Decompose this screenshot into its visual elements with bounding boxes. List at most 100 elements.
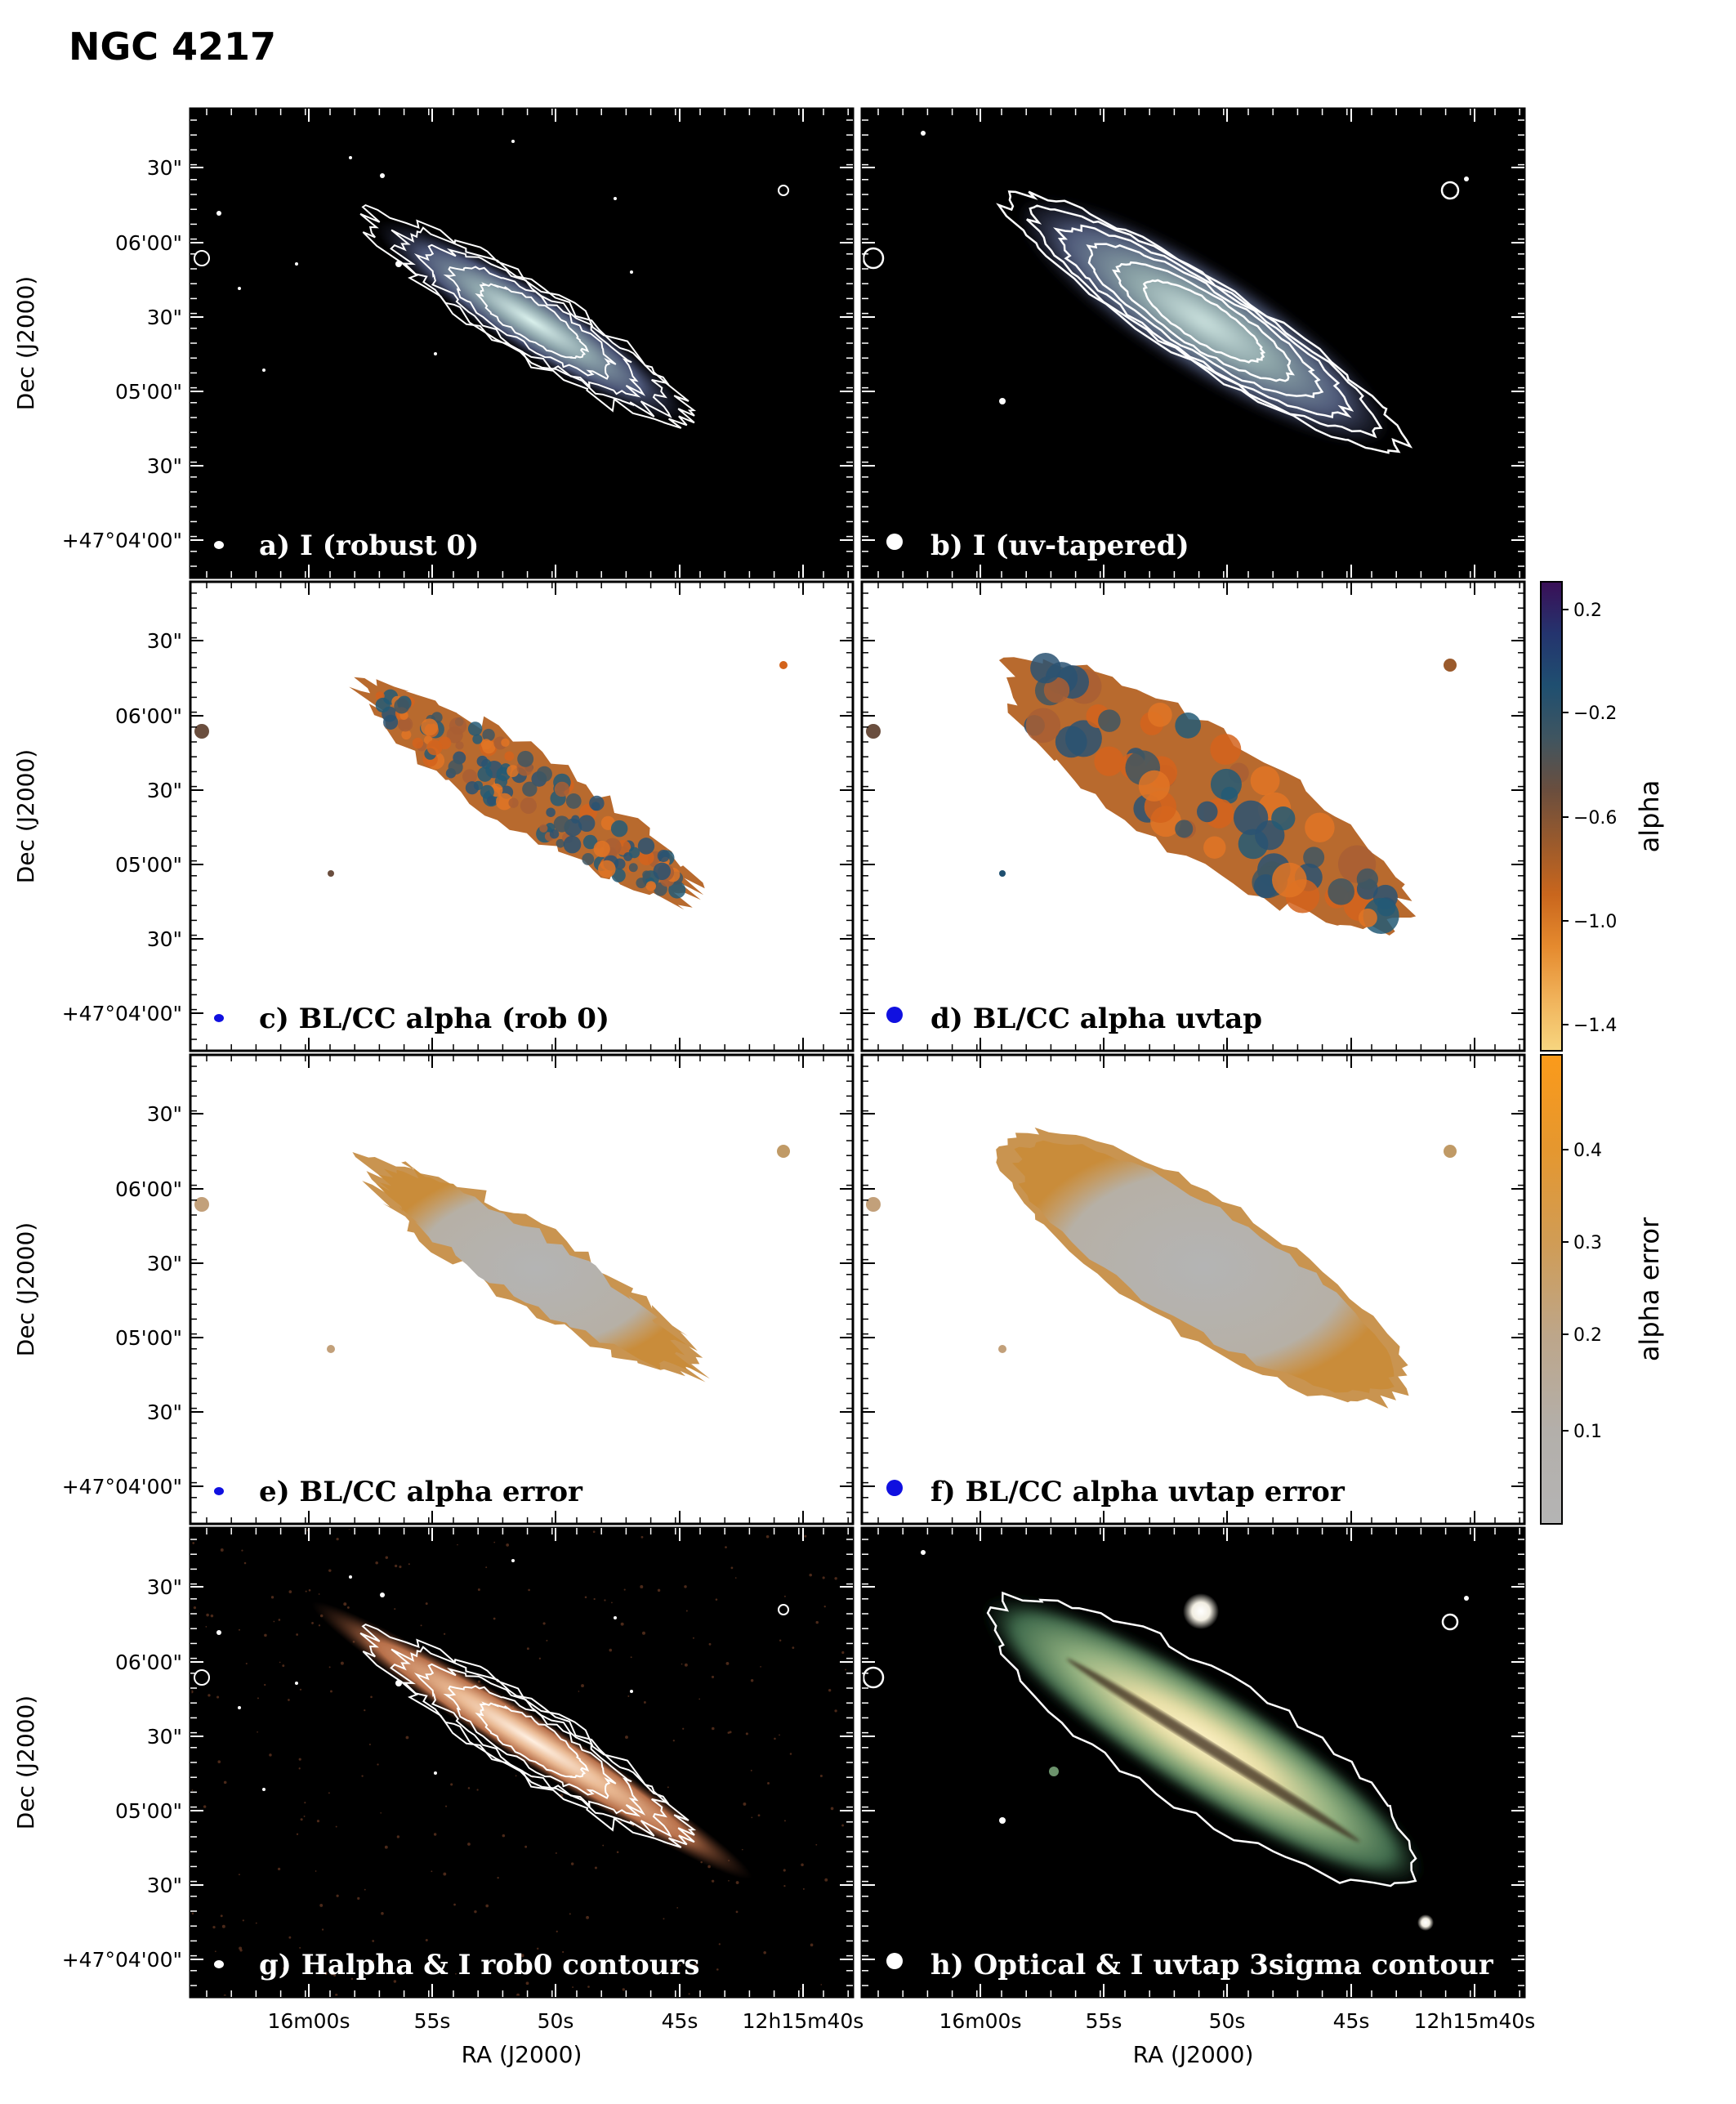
contour-line — [1053, 224, 1354, 418]
ra-tick-label: 12h15m40s — [1414, 2009, 1536, 2033]
noise-dot — [193, 1606, 197, 1610]
noise-dot — [684, 1585, 687, 1588]
noise-dot — [300, 1818, 303, 1821]
noise-dot — [841, 1651, 845, 1655]
alpha-patch — [1250, 766, 1280, 796]
noise-dot — [751, 1816, 753, 1819]
source-patch — [1444, 1145, 1457, 1158]
panel-image — [862, 109, 1524, 578]
tick-marks — [190, 582, 853, 1051]
noise-dot — [643, 1701, 646, 1704]
noise-dot — [408, 1563, 410, 1566]
panel-b: b) I (uv-tapered) — [860, 107, 1526, 579]
alpha-patch — [1025, 708, 1061, 744]
alpha-patch — [556, 838, 565, 848]
noise-dot — [245, 1662, 248, 1665]
dec-tick-label: 30" — [147, 1725, 182, 1749]
alpha-patch — [1148, 702, 1172, 727]
source-dot — [238, 287, 241, 290]
noise-dot — [270, 1596, 274, 1599]
ra-tick-label: 16m00s — [939, 2009, 1021, 2033]
beam-marker — [886, 1480, 903, 1496]
noise-dot — [305, 1590, 307, 1593]
tick-marks — [862, 1055, 1524, 1524]
source-dot — [511, 1559, 515, 1562]
source-dot — [434, 352, 437, 355]
panel-label-g: g) Halpha & I rob0 contours — [259, 1949, 700, 1981]
noise-dot — [783, 1595, 786, 1597]
alpha-patch — [472, 734, 483, 744]
alpha-patch — [637, 838, 655, 855]
noise-dot — [288, 1699, 290, 1701]
noise-dot — [679, 1964, 681, 1967]
noise-dot — [830, 1807, 834, 1811]
panel-label-h: h) Optical & I uvtap 3sigma contour — [930, 1949, 1494, 1981]
noise-dot — [375, 1561, 378, 1565]
noise-dot — [820, 1984, 823, 1986]
alpha-patch — [589, 795, 605, 811]
noise-dot — [526, 1647, 529, 1651]
colorbar-error: 0.4 0.3 0.2 0.1 alpha error — [1540, 1054, 1665, 1525]
dec-axis-title: Dec (J2000) — [12, 1222, 39, 1356]
noise-dot — [191, 1789, 194, 1791]
source-contour — [194, 1669, 210, 1686]
noise-dot — [584, 1596, 587, 1599]
dec-tick-label: 30" — [147, 454, 182, 478]
noise-dot — [774, 1737, 776, 1740]
panel-image — [862, 1055, 1524, 1524]
alpha-patch — [1210, 768, 1242, 800]
noise-dot — [593, 1597, 596, 1601]
noise-dot — [779, 1734, 780, 1736]
alpha-patch — [448, 759, 463, 775]
noise-dot — [377, 1763, 379, 1766]
noise-dot — [328, 1666, 331, 1668]
dec-tick-label: +47°04'00" — [62, 529, 182, 552]
noise-dot — [845, 1668, 847, 1671]
noise-dot — [640, 1535, 644, 1539]
noise-dot — [663, 1918, 665, 1920]
noise-dot — [809, 1573, 812, 1577]
noise-dot — [716, 1968, 719, 1971]
alpha-patch — [578, 815, 596, 832]
panel-image — [190, 1055, 853, 1524]
noise-dot — [395, 1564, 398, 1568]
noise-dot — [537, 1947, 539, 1950]
alpha-patch — [520, 797, 537, 814]
noise-dot — [684, 1663, 688, 1667]
noise-dot — [381, 1912, 384, 1915]
contour-line — [390, 1646, 672, 1838]
noise-dot — [725, 1546, 727, 1549]
contour-line — [443, 266, 617, 380]
noise-dot — [288, 1936, 292, 1939]
ra-tick-label: 45s — [1333, 2009, 1370, 2033]
source-dot — [380, 173, 385, 178]
alpha-patch — [563, 835, 582, 854]
alpha-patch — [482, 740, 496, 754]
noise-dot — [493, 1617, 496, 1620]
source-dot — [349, 1575, 352, 1579]
noise-dot — [743, 1802, 747, 1806]
noise-dot — [425, 1602, 428, 1606]
noise-dot — [364, 1888, 366, 1891]
dec-tick-label: 05'00" — [115, 853, 182, 877]
noise-dot — [750, 1769, 752, 1771]
noise-dot — [257, 1697, 259, 1700]
noise-dot — [255, 1922, 257, 1924]
noise-dot — [692, 1637, 694, 1639]
dec-tick-label: 05'00" — [115, 1326, 182, 1350]
source-contour — [778, 185, 789, 196]
noise-dot — [208, 1694, 211, 1697]
noise-dot — [694, 1963, 698, 1967]
noise-dot — [815, 1843, 818, 1846]
alpha-patch — [1043, 677, 1070, 704]
noise-dot — [457, 1543, 458, 1546]
noise-dot — [779, 1639, 782, 1642]
noise-dot — [324, 1972, 328, 1975]
colorbar-tick-label: −0.2 — [1573, 704, 1617, 724]
tick-marks — [862, 1528, 1524, 1997]
source-contour — [862, 247, 885, 270]
noise-dot — [273, 1620, 275, 1623]
source-patch — [999, 870, 1006, 877]
noise-dot — [364, 1709, 366, 1712]
